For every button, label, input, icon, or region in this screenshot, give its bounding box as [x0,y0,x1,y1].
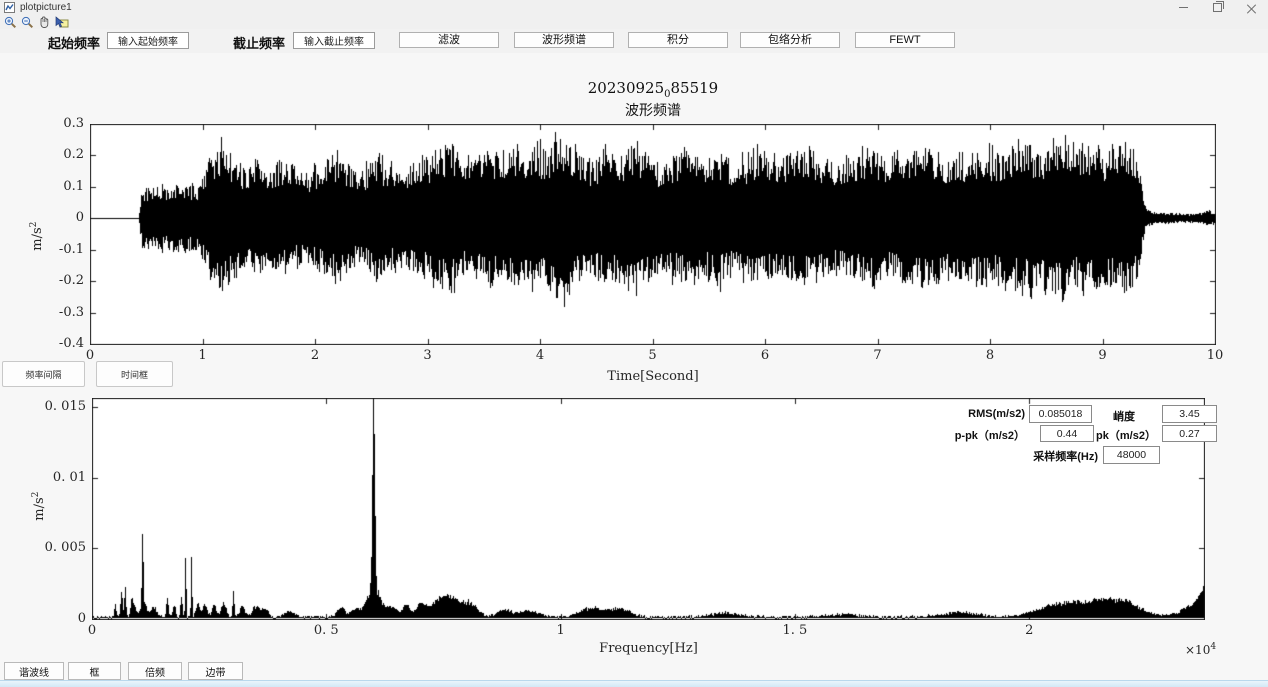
x-tick-label: 9 [1098,348,1107,363]
pk-label: pk（m/s2） [1096,430,1156,442]
y-tick-label: 0. 01 [52,469,86,485]
x-tick-label: 6 [760,348,770,363]
x-tick-label: 8 [985,348,995,363]
frequency-spectrum-plot[interactable] [92,398,1205,620]
minimize-icon[interactable] [1166,0,1200,15]
sampling-rate-value-box[interactable] [1103,446,1160,464]
sideband-button[interactable]: 边带 [188,662,243,680]
data-cursor-icon[interactable] [54,15,69,29]
time-box-button[interactable]: 时间框 [96,361,173,387]
y-tick-label: 0. 015 [44,399,86,415]
matlab-figure-icon [4,2,15,13]
waveform-xlabel: Time[Second] [607,369,699,384]
kurtosis-value-box[interactable] [1162,405,1217,423]
x-tick-label: 1. 5 [782,623,808,638]
y-tick-label: 0.1 [63,178,84,194]
restore-icon[interactable] [1200,0,1234,15]
y-tick-label: -0.1 [58,241,84,257]
p-pk-label: p-pk（m/s2） [954,430,1025,442]
start-frequency-label: 起始频率 [48,36,101,51]
zoom-out-icon[interactable] [20,16,35,29]
time-waveform-plot[interactable] [90,124,1216,345]
x-tick-label: 3 [423,348,432,363]
x-tick-label: 7 [873,348,882,363]
window-title: plotpicture1 [20,2,72,13]
x-tick-label: 10 [1206,348,1224,363]
sampling-rate-label: 采样频率(Hz) [1033,451,1098,463]
y-tick-label: -0.4 [58,336,84,351]
p-pk-value-box[interactable] [1040,425,1094,442]
y-tick-label: -0.3 [58,304,84,320]
window-titlebar[interactable]: plotpicture1 [0,0,1268,15]
box-button[interactable]: 框 [68,662,121,680]
y-tick-label: -0.2 [58,273,84,289]
waveform-ylabel: m/s2 [28,221,46,251]
plot-subtitle: 波形频谱 [625,103,681,119]
x-tick-label: 2 [1025,623,1034,638]
start-frequency-input[interactable] [107,32,189,49]
waveform-spectrum-button[interactable]: 波形频谱 [514,32,614,48]
x-tick-label: 0 [85,348,95,363]
x-tick-label: 0. 5 [313,623,339,638]
y-tick-label: 0. 005 [44,540,86,556]
filter-button[interactable]: 滤波 [399,32,499,48]
close-icon[interactable] [1234,0,1268,15]
frequency-interval-button[interactable]: 频率间隔 [2,361,85,387]
x-tick-label: 4 [535,348,545,363]
pk-value-box[interactable] [1162,425,1217,442]
zoom-in-icon[interactable] [3,16,18,29]
x-tick-label: 0 [87,623,97,638]
taskbar-strip[interactable] [0,680,1268,687]
x-tick-label: 1 [556,623,565,638]
spectrum-x-multiplier: ×104 [1185,642,1217,657]
filter-controls-panel: 起始频率 截止频率 滤波 波形频谱 积分 包络分析 FEWT [0,29,1268,53]
y-tick-label: 0.2 [63,147,84,163]
plot-title: 20230925085519 [587,79,719,100]
spectrum-xlabel: Frequency[Hz] [599,641,698,656]
kurtosis-label: 峭度 [1113,411,1135,423]
octave-button[interactable]: 倍频 [128,662,182,680]
integral-button[interactable]: 积分 [628,32,728,48]
y-tick-label: 0 [75,210,84,226]
rms-value-box[interactable] [1029,405,1092,423]
harmonic-lines-button[interactable]: 谐波线 [4,662,64,680]
y-tick-label: 0 [77,611,86,626]
y-tick-label: 0.3 [63,116,84,131]
cutoff-frequency-label: 截止频率 [233,36,286,51]
x-tick-label: 5 [648,348,657,363]
envelope-analysis-button[interactable]: 包络分析 [740,32,840,48]
pan-icon[interactable] [37,16,52,29]
cutoff-frequency-input[interactable] [293,32,375,49]
x-tick-label: 2 [310,348,320,363]
rms-label: RMS(m/s2) [968,408,1025,420]
fewt-button[interactable]: FEWT [855,32,955,48]
figure-toolbar [0,15,1268,29]
figure-area: 20230925085519 波形频谱 m/s2 Time[Second] 频率… [0,53,1268,680]
x-tick-label: 1 [198,348,207,363]
